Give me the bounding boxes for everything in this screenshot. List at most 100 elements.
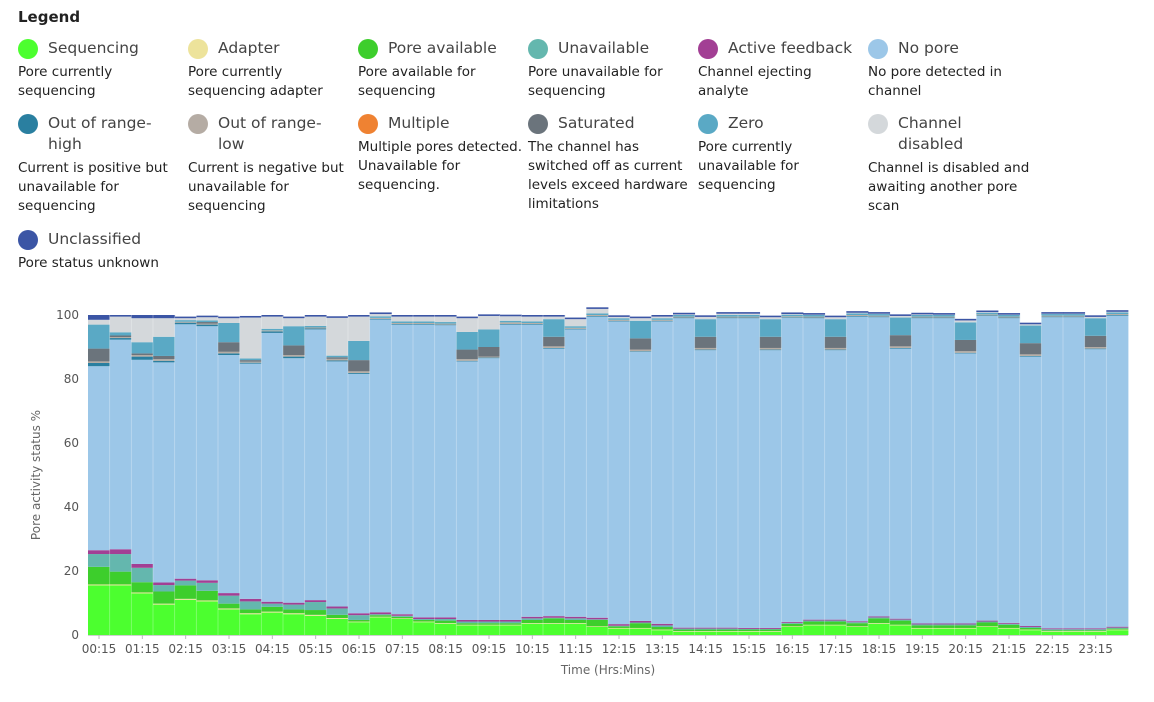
bar-segment bbox=[759, 319, 782, 337]
bar-segment bbox=[738, 631, 761, 635]
y-tick-label: 80 bbox=[64, 372, 79, 386]
y-tick-label: 0 bbox=[71, 628, 79, 642]
bar-column bbox=[564, 317, 587, 635]
bar-segment bbox=[803, 316, 826, 318]
bar-segment bbox=[521, 321, 544, 323]
bar-segment bbox=[998, 318, 1021, 623]
bar-segment bbox=[261, 331, 284, 333]
x-tick-label: 19:15 bbox=[905, 642, 940, 656]
bar-segment bbox=[1106, 626, 1129, 628]
bar-segment bbox=[391, 323, 414, 324]
legend-swatch-channel-disabled bbox=[868, 114, 888, 134]
bar-segment bbox=[521, 619, 544, 624]
bar-segment bbox=[348, 615, 371, 620]
bar-segment bbox=[88, 550, 111, 555]
bar-segment bbox=[889, 346, 912, 348]
bar-segment bbox=[326, 608, 349, 615]
bar-segment bbox=[803, 317, 826, 319]
legend-swatch-no-pore bbox=[868, 39, 888, 59]
bar-segment bbox=[174, 316, 197, 319]
bar-segment bbox=[283, 613, 306, 615]
y-tick-label: 20 bbox=[64, 564, 79, 578]
bar-segment bbox=[586, 627, 609, 635]
bar-segment bbox=[456, 331, 479, 350]
bar-segment bbox=[326, 361, 349, 607]
bar-segment bbox=[824, 317, 847, 320]
bar-column bbox=[651, 315, 674, 635]
bar-segment bbox=[1019, 356, 1042, 627]
bar-segment bbox=[456, 316, 479, 319]
y-tick-label: 100 bbox=[56, 308, 79, 322]
bar-segment bbox=[261, 328, 284, 331]
bar-segment bbox=[889, 620, 912, 625]
bar-segment bbox=[629, 318, 652, 321]
bar-column bbox=[413, 315, 436, 635]
legend-name: Active feedback bbox=[728, 39, 853, 57]
bar-segment bbox=[304, 614, 327, 616]
bar-segment bbox=[88, 324, 111, 349]
bar-segment bbox=[781, 317, 804, 622]
bar-segment bbox=[413, 617, 436, 619]
bar-segment bbox=[261, 332, 284, 602]
bar-column bbox=[998, 313, 1021, 635]
bar-segment bbox=[1084, 631, 1107, 632]
bar-segment bbox=[694, 347, 717, 350]
bar-segment bbox=[586, 315, 609, 316]
bar-segment bbox=[261, 601, 284, 604]
bar-segment bbox=[1019, 627, 1042, 628]
bar-segment bbox=[109, 335, 132, 338]
legend-swatch-saturated bbox=[528, 114, 548, 134]
bar-segment bbox=[196, 315, 219, 318]
bar-segment bbox=[88, 566, 111, 585]
bar-segment bbox=[716, 313, 739, 315]
bar-segment bbox=[326, 618, 349, 619]
bar-column bbox=[1041, 312, 1064, 635]
bar-segment bbox=[803, 619, 826, 621]
legend-item-unavailable: Unavailable Pore unavailable for sequenci… bbox=[528, 38, 696, 101]
bar-segment bbox=[803, 315, 826, 317]
bar-segment bbox=[391, 323, 414, 325]
bar-segment bbox=[1106, 628, 1129, 630]
bar-segment bbox=[1106, 311, 1129, 313]
legend-name: Pore available bbox=[388, 39, 497, 57]
bar-segment bbox=[478, 314, 501, 316]
bar-segment bbox=[608, 318, 631, 320]
bar-segment bbox=[131, 582, 154, 593]
bar-segment bbox=[759, 350, 782, 628]
bar-segment bbox=[478, 621, 501, 624]
bar-segment bbox=[824, 620, 847, 622]
bar-segment bbox=[131, 592, 154, 594]
bar-segment bbox=[651, 318, 674, 320]
x-tick-label: 22:15 bbox=[1035, 642, 1070, 656]
bar-segment bbox=[326, 358, 349, 361]
bar-column bbox=[976, 310, 999, 635]
bar-segment bbox=[1106, 315, 1129, 627]
bar-segment bbox=[564, 616, 587, 619]
bar-segment bbox=[109, 571, 132, 585]
bar-segment bbox=[153, 585, 176, 592]
bar-segment bbox=[543, 319, 566, 337]
stacked-bars bbox=[88, 307, 1129, 635]
legend-name: Multiple bbox=[388, 114, 450, 132]
bar-column bbox=[88, 315, 111, 635]
bar-segment bbox=[326, 317, 349, 356]
bar-segment bbox=[564, 623, 587, 635]
bar-segment bbox=[369, 318, 392, 320]
bar-segment bbox=[954, 627, 977, 629]
bar-segment bbox=[326, 619, 349, 635]
bar-segment bbox=[153, 336, 176, 356]
bar-segment bbox=[824, 347, 847, 350]
bar-segment bbox=[759, 315, 782, 318]
bar-segment bbox=[478, 329, 501, 347]
bar-segment bbox=[781, 314, 804, 315]
bar-segment bbox=[694, 628, 717, 630]
bar-segment bbox=[781, 623, 804, 627]
bar-segment bbox=[413, 315, 436, 317]
bar-segment bbox=[911, 625, 934, 628]
bar-segment bbox=[131, 342, 154, 354]
bar-segment bbox=[781, 317, 804, 318]
bar-segment bbox=[803, 624, 826, 626]
legend-swatch-active-feedback bbox=[698, 39, 718, 59]
bar-segment bbox=[673, 628, 696, 630]
legend-description: Pore currently sequencing adapter bbox=[188, 64, 323, 99]
